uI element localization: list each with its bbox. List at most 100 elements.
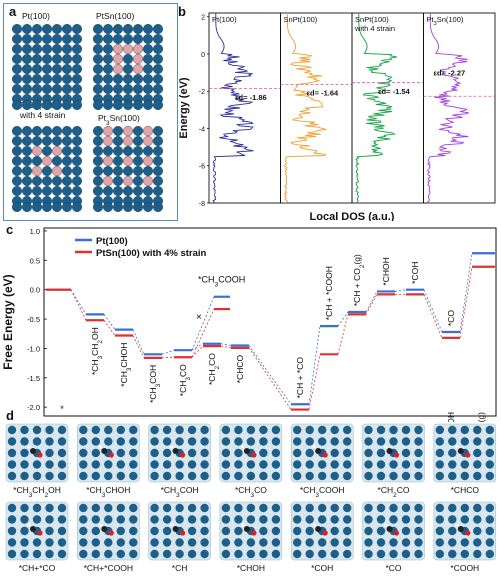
- atom: [122, 201, 133, 212]
- pt-atom: [116, 437, 126, 446]
- c-atom: [457, 526, 464, 532]
- fe-y-tick: -2.0: [27, 403, 40, 412]
- config-tile-0-6: [433, 423, 497, 483]
- surface-model-2: [11, 125, 82, 212]
- atom: [32, 165, 43, 176]
- pt-atom: [162, 471, 172, 481]
- pt-atom: [7, 526, 17, 536]
- pt-atom: [435, 425, 444, 435]
- pt-atom: [271, 503, 281, 513]
- atom: [62, 64, 73, 75]
- atom: [142, 54, 153, 65]
- pt-atom: [330, 515, 339, 524]
- pt-atom: [200, 549, 209, 559]
- pt-atom: [32, 471, 42, 481]
- pt-atom: [401, 538, 411, 547]
- pt-atom: [448, 515, 457, 524]
- pt-atom: [435, 515, 444, 524]
- atom: [102, 64, 113, 75]
- fe-series-ptsn: [46, 265, 495, 411]
- pt-atom: [401, 515, 411, 524]
- pt-atom: [376, 503, 386, 513]
- atom: [42, 201, 53, 212]
- pt-atom: [104, 471, 113, 481]
- pt-atom: [364, 515, 373, 524]
- atom: [52, 64, 63, 75]
- pt-atom: [129, 526, 138, 536]
- pt-atom: [343, 538, 352, 547]
- o-atom: [322, 530, 328, 536]
- pt-atom: [448, 460, 457, 469]
- fe-connector: [248, 345, 292, 405]
- atom: [22, 175, 33, 186]
- pt-atom: [32, 460, 42, 469]
- atom: [142, 155, 153, 166]
- pt-atom: [45, 503, 54, 513]
- fe-state-label-top: *COH: [410, 262, 420, 284]
- free-energy-chart: Free Energy (eV) 1.0 0.5 0.0 -0.5 -1.0 -1.5 -2.…: [1, 227, 497, 441]
- atom: [122, 155, 133, 166]
- pt-atom: [330, 471, 339, 481]
- pt-atom: [7, 503, 17, 513]
- atom: [102, 185, 113, 196]
- pt-atom: [234, 538, 243, 547]
- pt-atom: [116, 549, 126, 559]
- pt-atom: [414, 549, 423, 559]
- pt-atom: [234, 460, 243, 469]
- atom: [71, 201, 82, 212]
- dos-y-tick: -2: [199, 89, 205, 96]
- pt-atom: [389, 425, 398, 435]
- atom: [52, 135, 63, 146]
- pt-atom: [485, 526, 494, 536]
- pt-atom: [91, 425, 101, 435]
- pt-atom: [45, 515, 54, 524]
- c-atom: [172, 448, 179, 454]
- atom: [132, 44, 143, 55]
- pt-atom: [376, 448, 386, 458]
- o-atom: [180, 530, 186, 536]
- atom: [102, 44, 113, 55]
- pt-atom: [271, 425, 281, 435]
- pt-atom: [364, 549, 373, 559]
- fe-state-label-top: *CHOH: [381, 257, 391, 285]
- atom: [71, 54, 82, 65]
- fe-connector: [423, 294, 443, 339]
- pt-atom: [293, 549, 302, 559]
- panel-b-letter: b: [178, 4, 186, 19]
- pt-atom: [364, 437, 373, 446]
- pt-atom: [271, 515, 281, 524]
- atom: [152, 34, 163, 45]
- atom: [102, 135, 113, 146]
- atom: [102, 73, 113, 84]
- atom: [102, 165, 113, 176]
- pt-atom: [32, 503, 42, 513]
- c-atom: [243, 526, 250, 532]
- pt-atom: [57, 471, 67, 481]
- atom: [71, 64, 82, 75]
- atom: [122, 135, 133, 146]
- atom: [152, 185, 163, 196]
- c-atom: [457, 448, 464, 454]
- atom: [122, 24, 133, 35]
- pt-atom: [259, 471, 268, 481]
- pt-atom: [305, 448, 314, 458]
- c-atom: [243, 448, 250, 454]
- pt-atom: [246, 538, 256, 547]
- atom: [102, 125, 113, 136]
- atom: [22, 135, 33, 146]
- h-atom: [384, 445, 387, 449]
- pt-atom: [187, 538, 197, 547]
- config-label: *CH3CO: [235, 485, 267, 499]
- pt-atom: [79, 538, 88, 547]
- pt-atom: [175, 425, 184, 435]
- pt-atom: [448, 538, 457, 547]
- pt-atom: [364, 448, 373, 458]
- pt-atom: [318, 437, 327, 446]
- atom: [71, 185, 82, 196]
- pt-atom: [91, 526, 101, 536]
- pt-atom: [221, 425, 231, 435]
- pt-atom: [104, 538, 113, 547]
- pt-atom: [91, 515, 101, 524]
- pt-atom: [20, 549, 29, 559]
- atom: [11, 34, 23, 45]
